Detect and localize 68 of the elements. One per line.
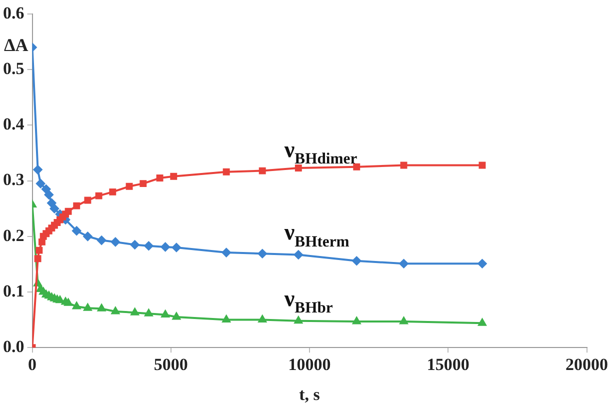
point: [72, 226, 82, 236]
point: [73, 202, 80, 210]
point: [294, 316, 302, 324]
point: [399, 259, 408, 268]
point: [111, 306, 120, 314]
point: [47, 198, 56, 208]
point: [72, 302, 81, 310]
point: [97, 236, 106, 245]
point: [44, 190, 54, 200]
point: [172, 243, 181, 252]
point: [222, 315, 230, 323]
point: [478, 318, 486, 326]
y-tick-label: 0.6: [3, 3, 24, 22]
point: [352, 316, 361, 324]
point: [36, 179, 46, 188]
point: [98, 304, 106, 312]
y-tick-label: 0.0: [3, 336, 24, 356]
point: [478, 259, 487, 268]
point: [84, 196, 92, 204]
point: [353, 163, 360, 170]
x-tick-label: 20000: [566, 355, 608, 374]
point: [400, 316, 408, 324]
point: [156, 174, 164, 182]
point: [56, 296, 64, 304]
point: [144, 241, 154, 250]
y-axis-title: ΔA: [4, 35, 28, 55]
point: [50, 204, 59, 214]
point: [170, 172, 178, 180]
point: [109, 188, 116, 196]
point: [400, 162, 408, 169]
y-tick-label: 0.3: [3, 170, 24, 190]
point: [140, 180, 147, 188]
point: [258, 315, 266, 323]
x-tick-label: 10000: [288, 355, 331, 374]
point: [42, 184, 51, 194]
point: [222, 168, 230, 176]
y-tick-label: 0.1: [3, 281, 24, 300]
point: [130, 308, 139, 316]
point: [352, 256, 362, 266]
y-tick-label: 0.5: [3, 58, 24, 78]
point: [478, 162, 486, 169]
point: [64, 208, 72, 215]
x-tick-label: 15000: [426, 355, 470, 374]
point: [110, 237, 120, 246]
x-axis-title: t, s: [299, 385, 320, 404]
point: [258, 249, 267, 258]
point: [84, 304, 92, 311]
point: [95, 192, 102, 200]
point: [33, 165, 42, 174]
point: [34, 255, 42, 262]
point: [38, 238, 46, 246]
point: [258, 167, 266, 174]
x-tick-label: 0: [28, 355, 36, 374]
point: [36, 246, 43, 254]
point: [294, 250, 303, 260]
y-tick-label: 0.2: [3, 226, 24, 245]
x-tick-label: 5000: [154, 355, 188, 374]
point: [64, 298, 72, 306]
point: [222, 248, 231, 258]
point: [160, 242, 170, 252]
point: [130, 240, 140, 250]
point: [144, 309, 153, 316]
point: [161, 310, 170, 318]
point: [126, 182, 133, 190]
y-tick-label: 0.4: [3, 114, 25, 134]
point: [172, 312, 180, 320]
point: [83, 232, 92, 241]
point: [294, 164, 302, 172]
